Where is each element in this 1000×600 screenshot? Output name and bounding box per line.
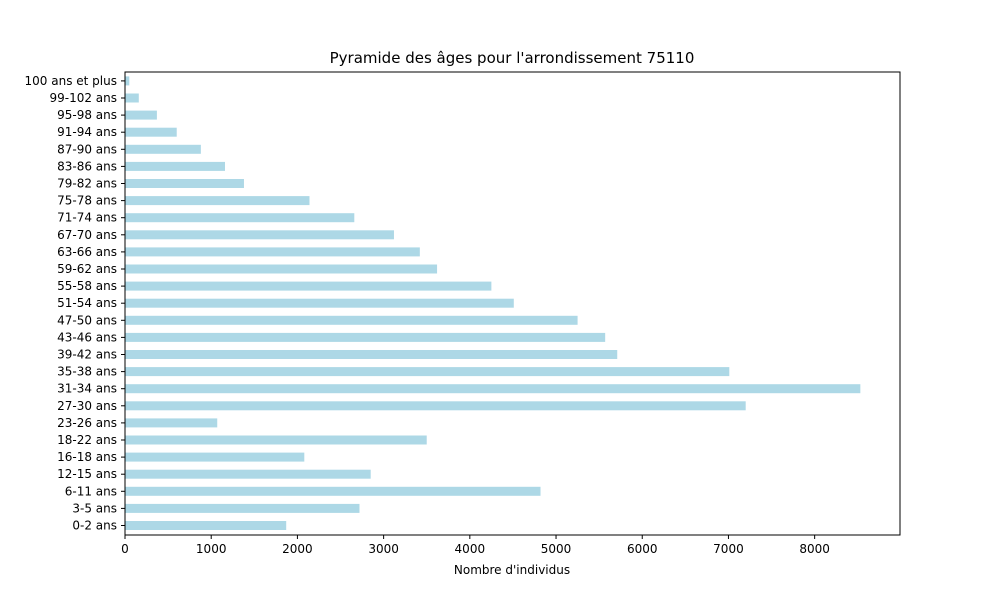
bar [125, 247, 420, 257]
y-tick-label: 99-102 ans [49, 91, 117, 105]
bar [125, 196, 310, 206]
y-tick-label: 91-94 ans [57, 125, 117, 139]
y-tick-label: 12-15 ans [57, 467, 117, 481]
y-tick-label: 55-58 ans [57, 279, 117, 293]
y-tick-label: 100 ans et plus [25, 74, 117, 88]
y-tick-label: 79-82 ans [57, 177, 117, 191]
x-tick-label: 0 [121, 542, 129, 556]
bar [125, 521, 287, 530]
y-tick-label: 35-38 ans [57, 365, 117, 379]
bar [125, 401, 746, 411]
y-tick-label: 23-26 ans [57, 416, 117, 430]
y-tick-label: 43-46 ans [57, 330, 117, 344]
bar [125, 452, 305, 462]
bar [125, 469, 371, 479]
bar [125, 127, 177, 137]
x-axis-label: Nombre d'individus [454, 563, 570, 577]
chart-title: Pyramide des âges pour l'arrondissement … [330, 49, 695, 67]
y-tick-label: 95-98 ans [57, 108, 117, 122]
bar [125, 315, 578, 325]
bar [125, 503, 360, 513]
y-tick-label: 75-78 ans [57, 194, 117, 208]
bar [125, 76, 130, 86]
bar [125, 230, 394, 240]
bar [125, 435, 427, 445]
bar [125, 144, 201, 154]
y-tick-label: 39-42 ans [57, 348, 117, 362]
x-tick-label: 1000 [196, 542, 227, 556]
bar [125, 264, 438, 274]
y-tick-label: 63-66 ans [57, 245, 117, 259]
bar [125, 281, 492, 291]
y-tick-label: 31-34 ans [57, 382, 117, 396]
y-tick-label: 51-54 ans [57, 296, 117, 310]
plot-frame [124, 71, 901, 536]
bar [125, 110, 157, 120]
y-tick-label: 87-90 ans [57, 142, 117, 156]
x-tick-label: 5000 [541, 542, 572, 556]
x-tick-label: 7000 [713, 542, 744, 556]
x-axis-ticks: 0 1000 2000 3000 4000 5000 6000 7000 8000 [121, 535, 830, 556]
bar [125, 350, 618, 359]
y-tick-label: 0-2 ans [72, 519, 117, 533]
bar [125, 161, 225, 171]
y-tick-label: 16-18 ans [57, 450, 117, 464]
y-tick-label: 47-50 ans [57, 313, 117, 327]
y-tick-label: 27-30 ans [57, 399, 117, 413]
x-tick-label: 3000 [368, 542, 399, 556]
y-tick-label: 6-11 ans [65, 484, 117, 498]
bar [125, 384, 861, 394]
y-tick-label: 83-86 ans [57, 159, 117, 173]
x-tick-label: 2000 [282, 542, 313, 556]
bars-group [125, 76, 861, 530]
bar [125, 418, 218, 428]
y-axis-ticks: 0-2 ans 3-5 ans 6-11 ans 12-15 ans 16-18 ans… [25, 74, 125, 533]
y-tick-label: 3-5 ans [72, 501, 117, 515]
bar [125, 93, 139, 103]
bar [125, 179, 244, 188]
bar [125, 332, 606, 342]
bar [125, 298, 514, 308]
x-tick-label: 8000 [799, 542, 830, 556]
bar [125, 213, 355, 223]
y-tick-label: 71-74 ans [57, 211, 117, 225]
x-tick-label: 6000 [627, 542, 658, 556]
y-tick-label: 67-70 ans [57, 228, 117, 242]
bar [125, 486, 541, 496]
y-tick-label: 18-22 ans [57, 433, 117, 447]
x-tick-label: 4000 [455, 542, 486, 556]
bar [125, 367, 730, 377]
y-tick-label: 59-62 ans [57, 262, 117, 276]
